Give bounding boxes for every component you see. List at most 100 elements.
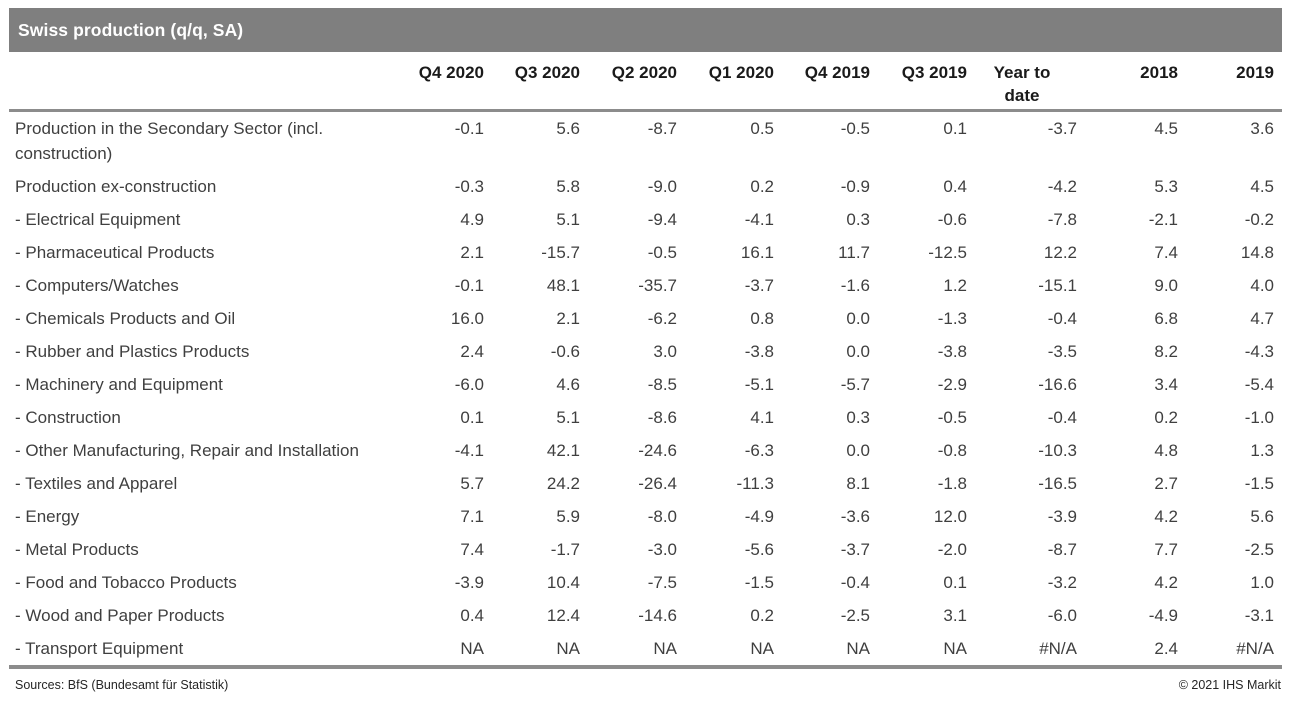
row-label: - Energy — [9, 500, 388, 533]
value-cell: -35.7 — [638, 276, 677, 295]
value-cell: 16.1 — [740, 243, 774, 262]
table-body: Production in the Secondary Sector (incl… — [9, 111, 1282, 667]
value-cell: 2.4 — [1154, 639, 1178, 658]
value-cell: -1.7 — [550, 540, 580, 559]
value-cell: -3.6 — [840, 507, 870, 526]
value-cell: 9.0 — [1154, 276, 1178, 295]
value-cell: -4.1 — [744, 210, 774, 229]
column-header: Q2 2020 — [611, 63, 677, 82]
value-cell: -8.6 — [647, 408, 677, 427]
value-cell: -0.1 — [454, 276, 484, 295]
value-cell: 0.2 — [750, 606, 774, 625]
value-cell: 0.1 — [460, 408, 484, 427]
table-row: - Pharmaceutical Products 2.1 -15.7 -0.5 16.… — [9, 236, 1282, 269]
value-cell: 0.2 — [1154, 408, 1178, 427]
row-label: - Computers/Watches — [9, 269, 388, 302]
value-cell: -0.5 — [840, 119, 870, 138]
value-cell: -4.1 — [454, 441, 484, 460]
table-title: Swiss production (q/q, SA) — [18, 19, 244, 40]
value-cell: 0.3 — [846, 408, 870, 427]
value-cell: 5.9 — [556, 507, 580, 526]
value-cell: NA — [653, 639, 677, 658]
value-cell: 4.7 — [1250, 309, 1274, 328]
value-cell: -7.5 — [647, 573, 677, 592]
value-cell: -1.0 — [1244, 408, 1274, 427]
row-label: - Chemicals Products and Oil — [9, 302, 388, 335]
row-label: - Other Manufacturing, Repair and Instal… — [9, 434, 388, 467]
value-cell: -26.4 — [638, 474, 677, 493]
value-cell: 3.4 — [1154, 375, 1178, 394]
footer-sources: Sources: BfS (Bundesamt für Statistik) — [15, 678, 229, 692]
value-cell: -0.6 — [937, 210, 967, 229]
value-cell: 5.3 — [1154, 177, 1178, 196]
row-label-text: - Machinery and Equipment — [15, 375, 223, 394]
value-cell: 3.0 — [653, 342, 677, 361]
value-cell: -4.9 — [1148, 606, 1178, 625]
value-cell: NA — [460, 639, 484, 658]
value-cell: -2.0 — [937, 540, 967, 559]
value-cell: NA — [556, 639, 580, 658]
row-label-text: - Other Manufacturing, Repair and Instal… — [15, 441, 359, 460]
value-cell: -1.3 — [937, 309, 967, 328]
value-cell: -6.0 — [1047, 606, 1077, 625]
table-row: - Other Manufacturing, Repair and Instal… — [9, 434, 1282, 467]
row-label-text: - Pharmaceutical Products — [15, 243, 215, 262]
column-header: Q4 2019 — [804, 63, 870, 82]
value-cell: -1.6 — [840, 276, 870, 295]
column-header: Q3 2019 — [901, 63, 967, 82]
value-cell: 5.8 — [556, 177, 580, 196]
value-cell: -6.3 — [744, 441, 774, 460]
row-label: - Metal Products — [9, 533, 388, 566]
column-header-label: Year to date — [993, 63, 1051, 105]
value-cell: 4.5 — [1250, 177, 1274, 196]
value-cell: -6.0 — [454, 375, 484, 394]
value-cell: 7.4 — [460, 540, 484, 559]
value-cell: 2.4 — [460, 342, 484, 361]
value-cell: 24.2 — [546, 474, 580, 493]
value-cell: 0.0 — [846, 309, 870, 328]
value-cell: -3.8 — [744, 342, 774, 361]
value-cell: 6.8 — [1154, 309, 1178, 328]
row-label: - Wood and Paper Products — [9, 599, 388, 632]
value-cell: -11.3 — [736, 474, 775, 493]
value-cell: 0.0 — [846, 342, 870, 361]
table-row: - Machinery and Equipment -6.0 4.6 -8.5 -5.1… — [9, 368, 1282, 401]
value-cell: NA — [846, 639, 870, 658]
value-cell: 12.2 — [1043, 243, 1077, 262]
value-cell: 0.2 — [750, 177, 774, 196]
value-cell: -0.4 — [1047, 408, 1077, 427]
table-row: Production ex-construction -0.3 5.8 -9.0 0.2… — [9, 170, 1282, 203]
value-cell: -2.1 — [1148, 210, 1178, 229]
value-cell: -15.7 — [541, 243, 580, 262]
column-header: Q1 2020 — [708, 63, 774, 82]
value-cell: -3.7 — [840, 540, 870, 559]
row-label-text: Production in the Secondary Sector (incl… — [15, 119, 324, 163]
value-cell: -5.4 — [1244, 375, 1274, 394]
row-label-text: - Metal Products — [15, 540, 139, 559]
value-cell: 4.1 — [750, 408, 774, 427]
value-cell: -0.3 — [454, 177, 484, 196]
row-label-text: - Energy — [15, 507, 80, 526]
row-label-text: - Food and Tobacco Products — [15, 573, 237, 592]
value-cell: -9.4 — [647, 210, 677, 229]
table-row: - Transport Equipment NA NA NA NA NA NA #N/A 2.4… — [9, 632, 1282, 667]
value-cell: #N/A — [1236, 639, 1274, 658]
table-row: - Energy 7.1 5.9 -8.0 -4.9 -3.6 12.0 -3.9 4.2 5.6 — [9, 500, 1282, 533]
value-cell: 14.8 — [1240, 243, 1274, 262]
value-cell: -5.7 — [840, 375, 870, 394]
value-cell: 7.4 — [1154, 243, 1178, 262]
value-cell: 7.7 — [1154, 540, 1178, 559]
value-cell: 12.0 — [933, 507, 967, 526]
row-label: - Textiles and Apparel — [9, 467, 388, 500]
value-cell: -8.5 — [647, 375, 677, 394]
row-label: Production ex-construction — [9, 170, 388, 203]
value-cell: -2.5 — [1244, 540, 1274, 559]
value-cell: -4.9 — [744, 507, 774, 526]
value-cell: -1.8 — [937, 474, 967, 493]
value-cell: 4.0 — [1250, 276, 1274, 295]
column-header: Q3 2020 — [514, 63, 580, 82]
column-header-sector — [9, 52, 388, 111]
table-row: - Electrical Equipment 4.9 5.1 -9.4 -4.1 0.3 -… — [9, 203, 1282, 236]
table-row: - Textiles and Apparel 5.7 24.2 -26.4 -11.3 8… — [9, 467, 1282, 500]
